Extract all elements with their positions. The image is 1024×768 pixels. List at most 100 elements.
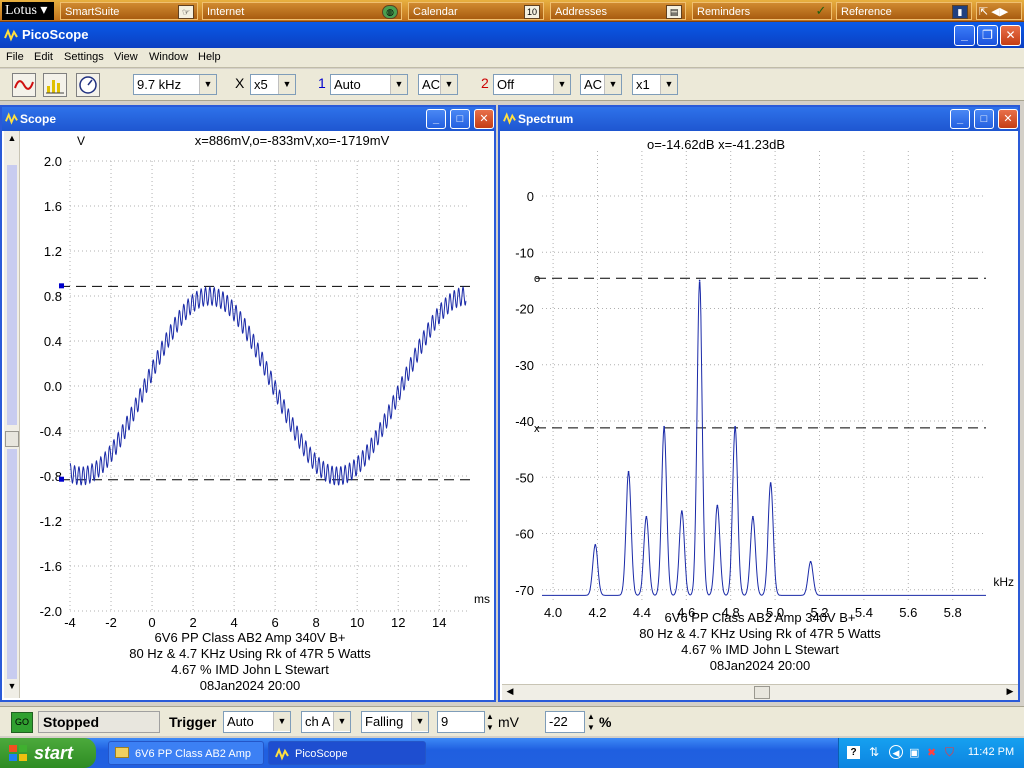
spectrum-caption-line-1: 6V6 PP Class AB2 Amp 340V B+ (665, 610, 856, 625)
lotus-drawer-reminders[interactable]: Reminders ✓ (692, 2, 832, 20)
scroll-up-arrow-icon[interactable]: ▲ (7, 133, 17, 143)
spectrum-peak (698, 279, 701, 282)
chevron-down-icon: ▼ (440, 75, 457, 94)
chevron-down-icon: ▼ (553, 75, 570, 94)
scope-window: Scope _ □ ✕ ▲ ▼ V x=886mV,o=-833mV,xo=-1… (0, 105, 496, 702)
channel-1-range-select[interactable]: Auto ▼ (330, 74, 408, 95)
scope-y-tick: -1.2 (40, 514, 62, 529)
trigger-level-spinner[interactable]: ▲ ▼ (486, 712, 494, 732)
scope-y-tick: 1.6 (44, 199, 62, 214)
monitor-icon[interactable]: ▣ (909, 747, 920, 759)
spectrum-x-tick: 5.8 (944, 605, 962, 620)
smartsuite-icon: ☞ (178, 5, 194, 19)
timebase-select[interactable]: 9.7 kHz ▼ (133, 74, 217, 95)
channel-2-range-select[interactable]: Off ▼ (493, 74, 571, 95)
minimize-button[interactable]: _ (954, 25, 975, 46)
pre-trigger-input[interactable]: -22 (545, 711, 585, 733)
lotus-drawer-addresses[interactable]: Addresses ▤ (550, 2, 686, 20)
spectrum-minimize-button[interactable]: _ (950, 109, 970, 129)
address-book-icon: ▤ (666, 5, 682, 19)
chevron-down-icon: ▼ (278, 75, 295, 94)
scope-cursor-o-handle[interactable] (59, 476, 64, 482)
chevron-down-icon: ▼ (390, 75, 407, 94)
scroll-down-arrow-icon[interactable]: ▼ (7, 681, 17, 691)
spectrum-cursor-x-marker[interactable]: x (534, 423, 540, 435)
task-picoscope[interactable]: PicoScope (268, 741, 426, 765)
restore-button[interactable]: ❐ (977, 25, 998, 46)
menu-bar: File Edit Settings View Window Help (0, 48, 1024, 68)
scope-close-button[interactable]: ✕ (474, 109, 494, 129)
trigger-level-input[interactable]: 9 (437, 711, 485, 733)
checkmark-icon: ✓ (815, 3, 827, 18)
menu-view[interactable]: View (114, 51, 138, 63)
scope-y-unit: V (77, 134, 85, 148)
scope-caption-line-1: 6V6 PP Class AB2 Amp 340V B+ (155, 630, 346, 645)
pre-trigger-spinner[interactable]: ▲ ▼ (587, 712, 595, 732)
trigger-channel-select[interactable]: ch A ▼ (301, 711, 351, 733)
scope-vertical-scrollbar[interactable]: ▲ ▼ (4, 131, 20, 698)
trigger-edge-select[interactable]: Falling ▼ (361, 711, 429, 733)
scope-y-tick: -2.0 (40, 604, 62, 619)
scope-x-tick: -2 (105, 615, 117, 630)
spectrum-trace (542, 281, 986, 596)
network-icon[interactable]: ⇅ (869, 745, 880, 759)
spectrum-x-tick: 5.4 (855, 605, 873, 620)
scope-cursors[interactable] (59, 283, 470, 482)
scope-view-button[interactable] (12, 73, 36, 97)
menu-edit[interactable]: Edit (34, 51, 53, 63)
scope-y-tick: -1.6 (40, 559, 62, 574)
spectrum-horizontal-scrollbar[interactable]: ◀ ▶ (502, 684, 1018, 700)
spectrum-maximize-button[interactable]: □ (974, 109, 994, 129)
trigger-mode-select[interactable]: Auto ▼ (223, 711, 291, 733)
close-button[interactable]: ✕ (1000, 25, 1021, 46)
help-icon[interactable]: ? (847, 746, 860, 759)
back-arrow-icon[interactable]: ◀ (889, 745, 903, 759)
picoscope-icon (503, 112, 516, 125)
lotus-drawer-calendar[interactable]: Calendar 10 (408, 2, 544, 20)
scope-y-tick: 0.0 (44, 379, 62, 394)
scope-readout: x=886mV,o=-833mV,xo=-1719mV (195, 133, 390, 148)
spectrum-cursor-o-marker[interactable]: o (534, 273, 540, 285)
spectrum-close-button[interactable]: ✕ (998, 109, 1018, 129)
scroll-left-arrow-icon[interactable]: ◀ (506, 686, 514, 696)
channel-2-coupling-select[interactable]: AC ▼ (580, 74, 622, 95)
menu-settings[interactable]: Settings (64, 51, 104, 63)
windows-logo-icon (9, 745, 27, 761)
shield-icon[interactable]: ⛉ (945, 745, 955, 759)
lotus-logo[interactable]: Lotus ▾ (2, 2, 54, 20)
lotus-drawer-internet[interactable]: Internet ◍ (202, 2, 402, 20)
scope-cursor-x-handle[interactable] (59, 283, 64, 289)
menu-file[interactable]: File (6, 51, 24, 63)
globe-icon: ◍ (382, 5, 398, 19)
zoom-multiplier-select[interactable]: x5 ▼ (250, 74, 296, 95)
security-alert-icon[interactable]: ✖ (927, 747, 937, 759)
scope-minimize-button[interactable]: _ (426, 109, 446, 129)
trigger-level-unit: mV (498, 714, 519, 730)
scroll-thumb[interactable] (754, 686, 770, 699)
channel-2-multiplier-select[interactable]: x1 ▼ (632, 74, 678, 95)
menu-help[interactable]: Help (198, 51, 221, 63)
spectrum-window: Spectrum _ □ ✕ o=-14.62dB x=-41.23dB kHz… (498, 105, 1020, 702)
scope-x-tick: 6 (272, 615, 279, 630)
scroll-right-arrow-icon[interactable]: ▶ (1006, 686, 1014, 696)
go-button[interactable]: GO (11, 712, 33, 733)
spectrum-grid (542, 151, 986, 601)
spectrum-view-button[interactable] (43, 73, 67, 97)
spectrum-readout: o=-14.62dB x=-41.23dB (647, 137, 785, 152)
scroll-thumb[interactable] (5, 431, 19, 447)
lotus-scroll-arrows[interactable]: ⇱ ◀▶ (976, 2, 1022, 20)
spectrum-caption-line-3: 4.67 % IMD John L Stewart (681, 642, 839, 657)
app-title: PicoScope (22, 27, 89, 42)
scope-maximize-button[interactable]: □ (450, 109, 470, 129)
task-folder[interactable]: 6V6 PP Class AB2 Amp (108, 741, 264, 765)
spectrum-title: Spectrum (518, 112, 574, 126)
spectrum-cursors[interactable]: ox (534, 273, 986, 435)
scope-plot: V x=886mV,o=-833mV,xo=-1719mV ms 2.0 1.6 1… (40, 133, 490, 693)
channel-1-coupling-select[interactable]: AC ▼ (418, 74, 458, 95)
lotus-drawer-smartsuite[interactable]: SmartSuite ☞ (60, 2, 198, 20)
meter-view-button[interactable] (76, 73, 100, 97)
start-button[interactable]: start (0, 738, 96, 768)
channel-1-label: 1 (318, 75, 326, 91)
menu-window[interactable]: Window (149, 51, 189, 63)
lotus-drawer-reference[interactable]: Reference ▮ (836, 2, 972, 20)
